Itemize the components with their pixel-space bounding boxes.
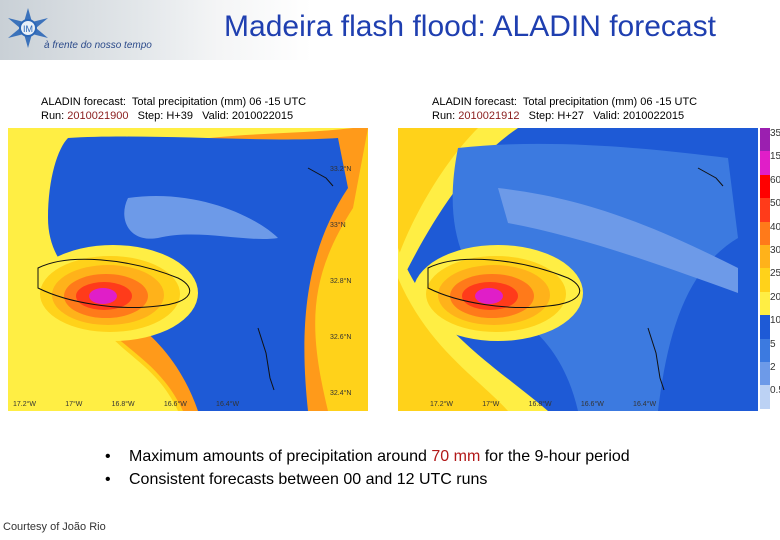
legend-band: [760, 244, 770, 269]
lat-tick: 33.2°N: [330, 166, 352, 173]
lon-tick: 17°W: [65, 401, 83, 408]
run-label: Run:: [41, 110, 68, 122]
lon-tick: 16.6°W: [163, 401, 187, 408]
header-bar: [0, 0, 780, 60]
lon-tick: 16.8°W: [528, 401, 552, 408]
legend-label: 15: [770, 151, 780, 163]
legend-label: 25: [770, 268, 780, 280]
precipitation-map-right: 17.2°W 17°W 16.8°W 16.6°W 16.4°W 33.2°N …: [398, 128, 758, 411]
forecast-caption: ALADIN forecast: Total precipitation (mm…: [41, 95, 411, 109]
colorbar-labels: 35 15 60 50 40 30 25 20 10 5 2 0.5: [770, 128, 780, 409]
lon-tick: 16.4°W: [216, 401, 240, 408]
svg-text:IM: IM: [23, 24, 33, 34]
lon-tick: 17.2°W: [430, 401, 454, 408]
legend-label: 2: [770, 361, 776, 373]
legend-band: [760, 361, 770, 386]
caption-text: Total precipitation (mm) 06 -15 UTC: [125, 96, 307, 108]
forecast-panel-left: ALADIN forecast: Total precipitation (mm…: [41, 95, 411, 123]
bullet-item: • Consistent forecasts between 00 and 12…: [105, 471, 630, 489]
bullet-dot-icon: •: [105, 448, 111, 465]
lat-tick: 32.8°N: [330, 278, 352, 285]
run-value: 2010021900: [67, 110, 129, 122]
run-info: Run: 2010021900 Step: H+39 Valid: 201002…: [41, 109, 411, 123]
lon-tick: 16.8°W: [111, 401, 135, 408]
bullet-text: Maximum amounts of precipitation around …: [129, 448, 630, 466]
lon-tick: 17°W: [482, 401, 500, 408]
legend-label: 0.5: [770, 385, 780, 397]
legend-band: [760, 338, 770, 362]
lat-ticks: 33.2°N 33°N 32.8°N 32.6°N 32.4°N: [330, 142, 351, 411]
step-valid-text: Step: H+39 Valid: 2010022015: [128, 110, 294, 122]
legend-label: 60: [770, 174, 780, 186]
legend-band: [760, 268, 770, 292]
bullet-item: • Maximum amounts of precipitation aroun…: [105, 448, 630, 466]
lon-tick: 16.4°W: [633, 401, 657, 408]
legend-band: [760, 151, 770, 175]
map-graphic: [398, 128, 758, 411]
lat-tick: 32.6°N: [330, 334, 352, 341]
legend-label: 40: [770, 221, 780, 233]
forecast-panel-right: ALADIN forecast: Total precipitation (mm…: [432, 95, 780, 123]
map-graphic: [8, 128, 368, 411]
caption-label: ALADIN forecast:: [41, 96, 126, 108]
lat-tick: 32.4°N: [330, 390, 352, 397]
highlight-amount: 70 mm: [431, 448, 481, 465]
ipma-logo: IM: [8, 8, 48, 48]
bullet-text-part: for the 9-hour period: [480, 448, 630, 465]
bullet-text-part: Maximum amounts of precipitation around: [129, 448, 432, 465]
caption-text: Total precipitation (mm) 06 -15 UTC: [516, 96, 698, 108]
legend-label: 10: [770, 315, 780, 327]
run-info: Run: 2010021912 Step: H+27 Valid: 201002…: [432, 109, 780, 123]
legend-label: 20: [770, 291, 780, 303]
legend-band: [760, 221, 770, 245]
run-label: Run:: [432, 110, 459, 122]
legend-band: [760, 291, 770, 316]
legend-band: [760, 315, 770, 339]
legend-label: 5: [770, 338, 776, 350]
caption-label: ALADIN forecast:: [432, 96, 517, 108]
legend-label: 50: [770, 198, 780, 210]
lon-tick: 17.2°W: [13, 401, 37, 408]
legend-band: [760, 174, 770, 199]
run-value: 2010021912: [458, 110, 520, 122]
lon-ticks: 17.2°W 17°W 16.8°W 16.6°W 16.4°W: [13, 401, 239, 408]
bullet-dot-icon: •: [105, 471, 111, 488]
colorbar-legend: [760, 128, 770, 409]
bullet-text: Consistent forecasts between 00 and 12 U…: [129, 471, 488, 488]
legend-label: 35: [770, 128, 780, 139]
summary-bullets: • Maximum amounts of precipitation aroun…: [105, 448, 630, 494]
legend-band: [760, 198, 770, 222]
lon-tick: 16.6°W: [580, 401, 604, 408]
tagline: à frente do nosso tempo: [44, 40, 152, 51]
credit-text: Courtesy of João Rio: [3, 521, 106, 533]
legend-label: 30: [770, 244, 780, 256]
step-valid-text: Step: H+27 Valid: 2010022015: [519, 110, 685, 122]
precipitation-map-left: 17.2°W 17°W 16.8°W 16.6°W 16.4°W 33.2°N …: [8, 128, 368, 411]
lon-ticks: 17.2°W 17°W 16.8°W 16.6°W 16.4°W: [430, 401, 656, 408]
page-title: Madeira flash flood: ALADIN forecast: [224, 10, 716, 43]
lat-tick: 33°N: [330, 222, 346, 229]
legend-band: [760, 385, 770, 409]
forecast-caption: ALADIN forecast: Total precipitation (mm…: [432, 95, 780, 109]
legend-band: [760, 128, 770, 152]
